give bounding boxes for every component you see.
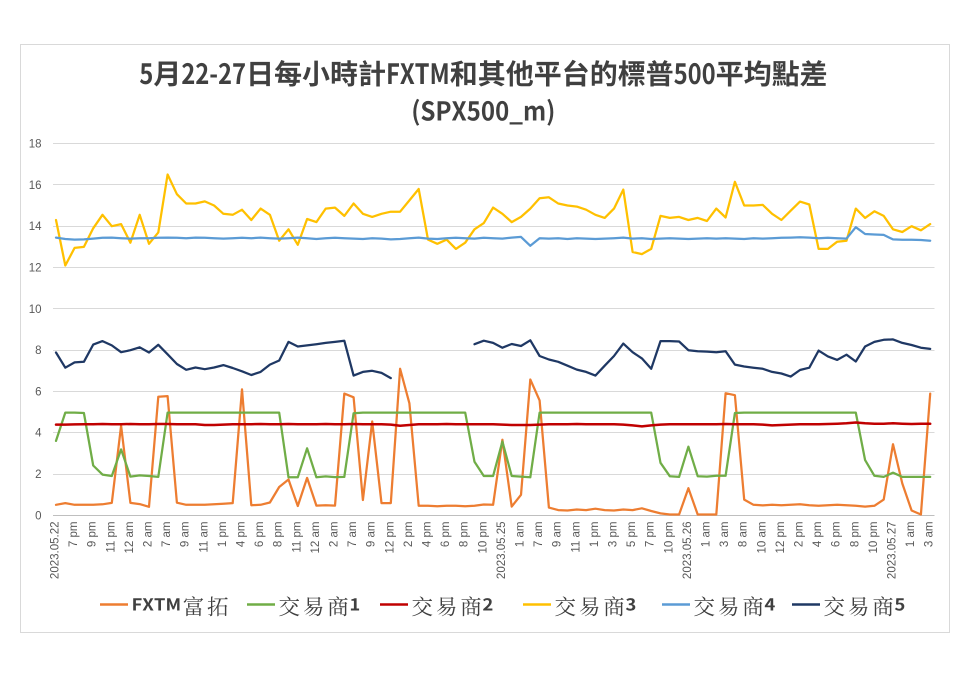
svg-text:2023.05.22: 2023.05.22: [50, 522, 62, 580]
svg-text:10 pm: 10 pm: [868, 522, 880, 554]
svg-text:2023.05.27: 2023.05.27: [887, 522, 899, 580]
svg-text:8 am: 8 am: [738, 522, 750, 548]
svg-text:8 pm: 8 pm: [273, 522, 285, 548]
svg-text:7 am: 7 am: [533, 522, 545, 548]
svg-text:9 am: 9 am: [180, 522, 192, 548]
svg-text:4 pm: 4 pm: [422, 522, 434, 548]
svg-text:2 am: 2 am: [329, 522, 341, 548]
svg-text:12 am: 12 am: [310, 522, 322, 554]
svg-text:8: 8: [35, 345, 41, 357]
svg-text:8 pm: 8 pm: [459, 522, 471, 548]
svg-text:10: 10: [29, 304, 42, 316]
svg-text:11 pm: 11 pm: [105, 522, 117, 553]
svg-text:2 pm: 2 pm: [403, 522, 415, 548]
svg-text:2 am: 2 am: [143, 522, 155, 548]
svg-text:2 pm: 2 pm: [794, 522, 806, 548]
svg-text:2023.05.26: 2023.05.26: [682, 522, 694, 580]
svg-text:5 pm: 5 pm: [626, 522, 638, 548]
svg-text:12 am: 12 am: [124, 522, 136, 554]
svg-text:8 pm: 8 pm: [849, 522, 861, 548]
svg-text:4: 4: [35, 428, 42, 440]
svg-text:10 am: 10 am: [756, 522, 768, 554]
svg-text:9 pm: 9 pm: [87, 522, 99, 548]
svg-text:14: 14: [29, 221, 42, 233]
svg-text:7 pm: 7 pm: [645, 522, 657, 548]
svg-text:6: 6: [35, 386, 41, 398]
svg-text:7 pm: 7 pm: [68, 522, 80, 548]
svg-text:1 am: 1 am: [905, 522, 917, 548]
svg-text:7 am: 7 am: [347, 522, 359, 548]
svg-text:1 am: 1 am: [701, 522, 713, 548]
svg-text:6 pm: 6 pm: [254, 522, 266, 548]
svg-text:6 pm: 6 pm: [831, 522, 843, 548]
svg-text:10 pm: 10 pm: [477, 522, 489, 554]
svg-text:3 am: 3 am: [924, 522, 936, 548]
svg-text:16: 16: [29, 180, 42, 192]
svg-text:11 pm: 11 pm: [291, 522, 303, 553]
svg-text:12 pm: 12 pm: [384, 522, 396, 554]
svg-text:12: 12: [29, 262, 42, 274]
svg-text:3 am: 3 am: [719, 522, 731, 548]
svg-text:10 pm: 10 pm: [663, 522, 675, 554]
svg-text:7 am: 7 am: [161, 522, 173, 548]
svg-text:2023.05.25: 2023.05.25: [496, 522, 508, 580]
svg-text:6 pm: 6 pm: [440, 522, 452, 548]
svg-text:0: 0: [35, 510, 41, 522]
svg-text:18: 18: [29, 138, 42, 150]
svg-text:3 pm: 3 pm: [608, 522, 620, 548]
svg-text:1 pm: 1 pm: [589, 522, 601, 548]
svg-text:9 am: 9 am: [552, 522, 564, 548]
svg-text:4 pm: 4 pm: [812, 522, 824, 548]
svg-text:4 pm: 4 pm: [236, 522, 248, 548]
svg-text:9 am: 9 am: [366, 522, 378, 548]
svg-text:2: 2: [35, 469, 41, 481]
svg-text:11 am: 11 am: [570, 522, 582, 553]
svg-text:1 am: 1 am: [515, 522, 527, 548]
svg-text:12 pm: 12 pm: [775, 522, 787, 554]
svg-text:11 am: 11 am: [198, 522, 210, 553]
svg-text:1 pm: 1 pm: [217, 522, 229, 548]
